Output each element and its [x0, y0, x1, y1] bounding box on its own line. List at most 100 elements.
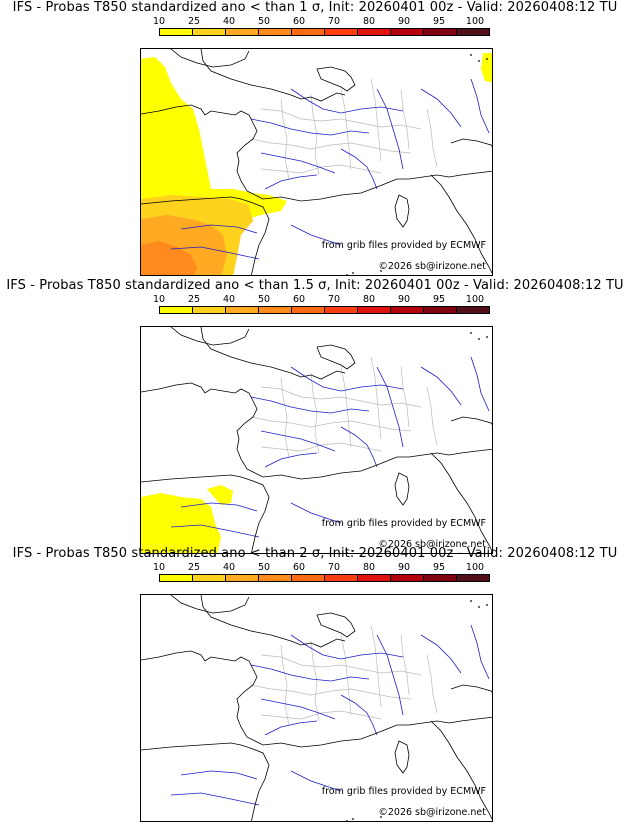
island-dot-4: [346, 552, 348, 553]
probability-map: from grib files provided by ECMWF ©2026 …: [140, 594, 493, 822]
colorbar-tick-95: 95: [432, 16, 446, 27]
coastline-2: [200, 49, 346, 102]
admin-boundary-6: [340, 88, 352, 170]
colorbar-swatch-7: [358, 307, 391, 313]
probability-area-5: [141, 241, 197, 275]
admin-boundary-5: [310, 640, 320, 722]
colorbar-swatches: [159, 28, 490, 36]
colorbar-tick-90: 90: [397, 294, 411, 305]
colorbar-tick-labels: 10 25 40 50 60 70 80 90 95 100: [153, 16, 490, 27]
colorbar-tick-25: 25: [187, 294, 201, 305]
admin-boundary-2: [250, 684, 412, 700]
map-panel-3: IFS - Probas T850 standardized ano < tha…: [0, 546, 630, 822]
river-5: [260, 152, 336, 174]
river-9: [170, 792, 260, 806]
admin-boundary-5: [310, 372, 320, 454]
island-dot-3: [486, 336, 488, 338]
admin-boundary-8: [400, 88, 410, 150]
colorbar-swatch-2: [193, 307, 226, 313]
colorbar-swatch-8: [391, 575, 424, 581]
coastline-4: [141, 196, 270, 275]
island-dot-6: [380, 816, 382, 818]
river-10: [290, 224, 342, 246]
colorbar-swatch-6: [325, 29, 358, 35]
admin-boundary-1: [260, 386, 422, 408]
panel-title: IFS - Probas T850 standardized ano < tha…: [6, 278, 624, 293]
map-panel-2: IFS - Probas T850 standardized ano < tha…: [0, 278, 630, 554]
island-dot-5: [352, 550, 354, 552]
probability-colorbar: 10 25 40 50 60 70 80 90 95 100: [153, 16, 490, 45]
coastline-6: [450, 684, 492, 693]
colorbar-swatch-5: [292, 307, 325, 313]
colorbar-swatch-9: [424, 29, 457, 35]
credit-source: from grib files provided by ECMWF: [321, 518, 486, 529]
colorbar-tick-80: 80: [362, 562, 376, 573]
credit-source: from grib files provided by ECMWF: [321, 240, 486, 251]
coastline-6: [450, 138, 492, 147]
colorbar-tick-80: 80: [362, 16, 376, 27]
colorbar-swatches: [159, 574, 490, 582]
probability-area-2: [207, 485, 233, 505]
colorbar-tick-10: 10: [152, 562, 166, 573]
colorbar-swatch-10: [457, 575, 489, 581]
coastline-5: [430, 452, 492, 552]
colorbar-tick-25: 25: [187, 16, 201, 27]
island-dot-5: [352, 818, 354, 820]
island-corsica: [394, 194, 410, 228]
river-5: [260, 430, 336, 452]
colorbar-swatch-9: [424, 307, 457, 313]
coastline-1: [141, 650, 492, 748]
island-dot-2: [478, 60, 480, 62]
island-dot-3: [486, 604, 488, 606]
admin-boundary-7: [370, 356, 382, 440]
river-2: [290, 366, 404, 392]
admin-boundary-4: [280, 376, 290, 458]
admin-boundary-2: [250, 416, 412, 432]
admin-boundary-2: [250, 138, 412, 154]
coastline-6: [450, 416, 492, 425]
colorbar-tick-labels: 10 25 40 50 60 70 80 90 95 100: [153, 294, 490, 305]
river-10: [290, 770, 342, 792]
coastline-4: [141, 474, 270, 553]
credit-copyright: ©2026 sb@irizone.net: [378, 539, 486, 550]
colorbar-swatch-2: [193, 29, 226, 35]
river-10: [290, 502, 342, 524]
river-11: [470, 624, 490, 680]
colorbar-swatch-10: [457, 29, 489, 35]
colorbar-swatch-1: [160, 29, 193, 35]
river-3: [340, 694, 378, 736]
colorbar-swatch-7: [358, 575, 391, 581]
map-canvas: [141, 327, 492, 553]
map-canvas: [141, 49, 492, 275]
admin-boundary-4: [280, 644, 290, 726]
admin-boundary-4: [280, 98, 290, 180]
colorbar-tick-40: 40: [222, 294, 236, 305]
river-1: [250, 118, 370, 136]
island-dot-2: [478, 338, 480, 340]
panel-title: IFS - Probas T850 standardized ano < tha…: [12, 0, 618, 15]
island-dot-1: [470, 54, 472, 56]
island-dot-6: [380, 270, 382, 272]
coastline-3: [170, 327, 250, 346]
colorbar-tick-90: 90: [397, 562, 411, 573]
river-11: [470, 356, 490, 412]
admin-boundary-3: [260, 164, 382, 174]
colorbar-swatch-4: [259, 29, 292, 35]
admin-boundary-8: [400, 634, 410, 696]
admin-boundary-9: [426, 108, 438, 168]
colorbar-swatch-3: [226, 29, 259, 35]
colorbar-swatch-4: [259, 307, 292, 313]
panel-title: IFS - Probas T850 standardized ano < tha…: [12, 546, 618, 561]
colorbar-tick-95: 95: [432, 562, 446, 573]
colorbar-swatch-6: [325, 307, 358, 313]
river-7: [420, 366, 462, 406]
river-8: [180, 502, 258, 512]
colorbar-tick-50: 50: [257, 562, 271, 573]
colorbar-tick-40: 40: [222, 562, 236, 573]
river-2: [290, 88, 404, 114]
coastline-3: [170, 595, 250, 614]
colorbar-swatch-1: [160, 575, 193, 581]
map-panel-1: IFS - Probas T850 standardized ano < tha…: [0, 0, 630, 276]
colorbar-tick-70: 70: [327, 294, 341, 305]
colorbar-swatch-8: [391, 29, 424, 35]
